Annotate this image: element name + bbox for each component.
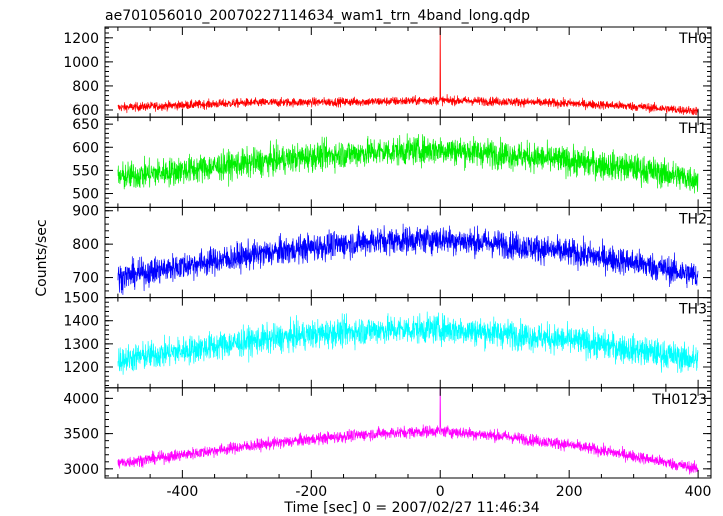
panel-th1: 500 550 600 650 TH1 <box>72 116 712 208</box>
y-tick-label: 500 <box>72 187 99 203</box>
panel-th0: 600 800 1000 1200 TH0 <box>63 26 712 119</box>
series-line-th0 <box>117 27 699 116</box>
x-tick-label: 400 <box>685 484 712 500</box>
y-tick-label: 800 <box>72 237 99 253</box>
series-line-th1 <box>117 133 699 194</box>
y-tick-label: 650 <box>72 117 99 133</box>
y-tick-label: 1400 <box>63 314 99 330</box>
y-tick-label: 1500 <box>63 291 99 307</box>
series-line-th3 <box>117 311 699 375</box>
x-tick-label: 200 <box>556 484 583 500</box>
series-line-th2 <box>117 223 699 295</box>
chart-title: ae701056010_20070227114634_wam1_trn_4ban… <box>105 8 530 24</box>
y-tick-label: 1200 <box>63 31 99 47</box>
y-tick-label: 600 <box>72 103 99 119</box>
panel-th0123: 3000 3500 4000 TH0123 <box>63 387 712 479</box>
y-tick-label: 4000 <box>63 391 99 407</box>
y-tick-label: 700 <box>72 271 99 287</box>
y-tick-label: 900 <box>72 204 99 220</box>
x-tick-label: -400 <box>166 484 198 500</box>
y-tick-label: 1200 <box>63 360 99 376</box>
y-tick-label: 550 <box>72 163 99 179</box>
y-tick-label: 1300 <box>63 337 99 353</box>
panel-frame <box>104 206 712 299</box>
series-line-th0123 <box>117 387 699 475</box>
x-axis-label: Time [sec] 0 = 2007/02/27 11:46:34 <box>283 500 539 516</box>
y-tick-label: 600 <box>72 140 99 156</box>
x-tick-label: -200 <box>295 484 327 500</box>
panel-label: TH0123 <box>651 392 707 408</box>
y-tick-label: 3000 <box>63 462 99 478</box>
y-tick-label: 1000 <box>63 55 99 71</box>
x-tick-label: 0 <box>436 484 445 500</box>
panel-label: TH0 <box>678 31 707 47</box>
y-tick-label: 800 <box>72 79 99 95</box>
panel-label: TH2 <box>678 211 707 227</box>
panel-label: TH1 <box>678 121 707 137</box>
panel-th2: 700 800 900 TH2 <box>72 204 712 299</box>
panel-th3: 1200 1300 1400 1500 TH3 <box>63 291 712 389</box>
panel-label: TH3 <box>678 302 707 318</box>
y-axis-label: Counts/sec <box>34 219 50 296</box>
y-tick-label: 3500 <box>63 427 99 443</box>
